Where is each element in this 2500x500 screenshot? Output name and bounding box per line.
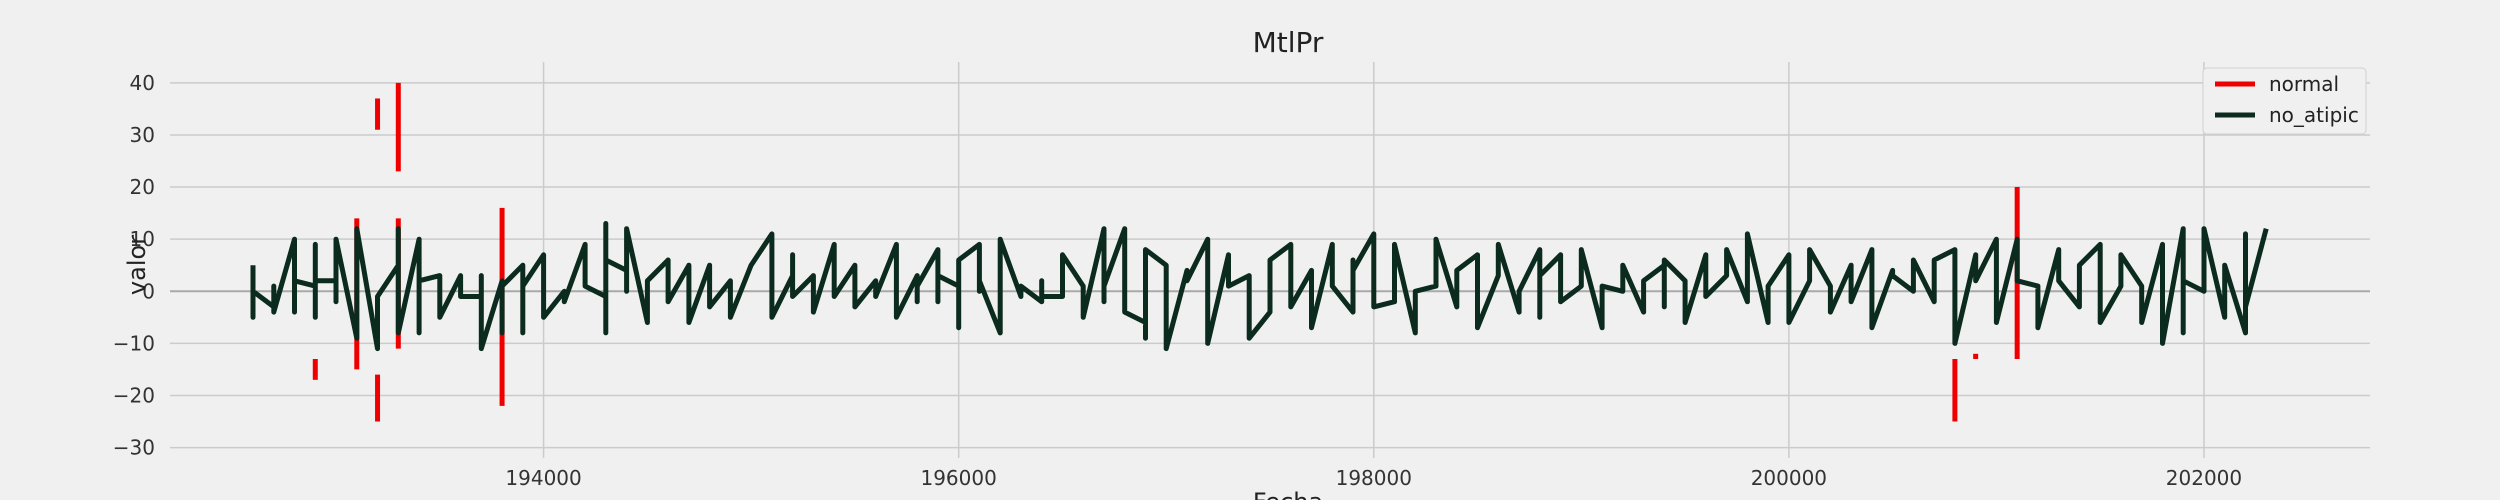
legend: normal no_atipic (2202, 67, 2367, 135)
series-layer (250, 82, 2269, 422)
y-tick-label: 40 (130, 71, 155, 95)
x-axis-label: Fecha (1253, 488, 1323, 500)
x-tick-label: 202000 (2166, 466, 2242, 490)
legend-label-normal: normal (2269, 72, 2339, 96)
y-tick-label: −20 (113, 383, 155, 407)
y-tick-labels: −30 −20 −10 0 10 20 30 40 (113, 71, 155, 460)
x-tick-label: 194000 (505, 466, 581, 490)
y-tick-label: 10 (130, 227, 155, 251)
y-tick-label: −10 (113, 331, 155, 355)
series-line-no-atipic (250, 221, 2269, 352)
y-axis-label: valor (123, 235, 151, 295)
x-tick-label: 196000 (920, 466, 996, 490)
legend-label-no-atipic: no_atipic (2269, 103, 2359, 127)
y-tick-label: 30 (130, 123, 155, 147)
y-tick-label: −30 (113, 436, 155, 460)
y-tick-label: 0 (142, 279, 155, 303)
y-tick-label: 20 (130, 175, 155, 199)
chart-title: MtlPr (1253, 26, 1324, 59)
x-tick-label: 198000 (1336, 466, 1412, 490)
x-tick-label: 200000 (1751, 466, 1827, 490)
x-tick-labels: 194000 196000 198000 200000 202000 (505, 466, 2242, 490)
